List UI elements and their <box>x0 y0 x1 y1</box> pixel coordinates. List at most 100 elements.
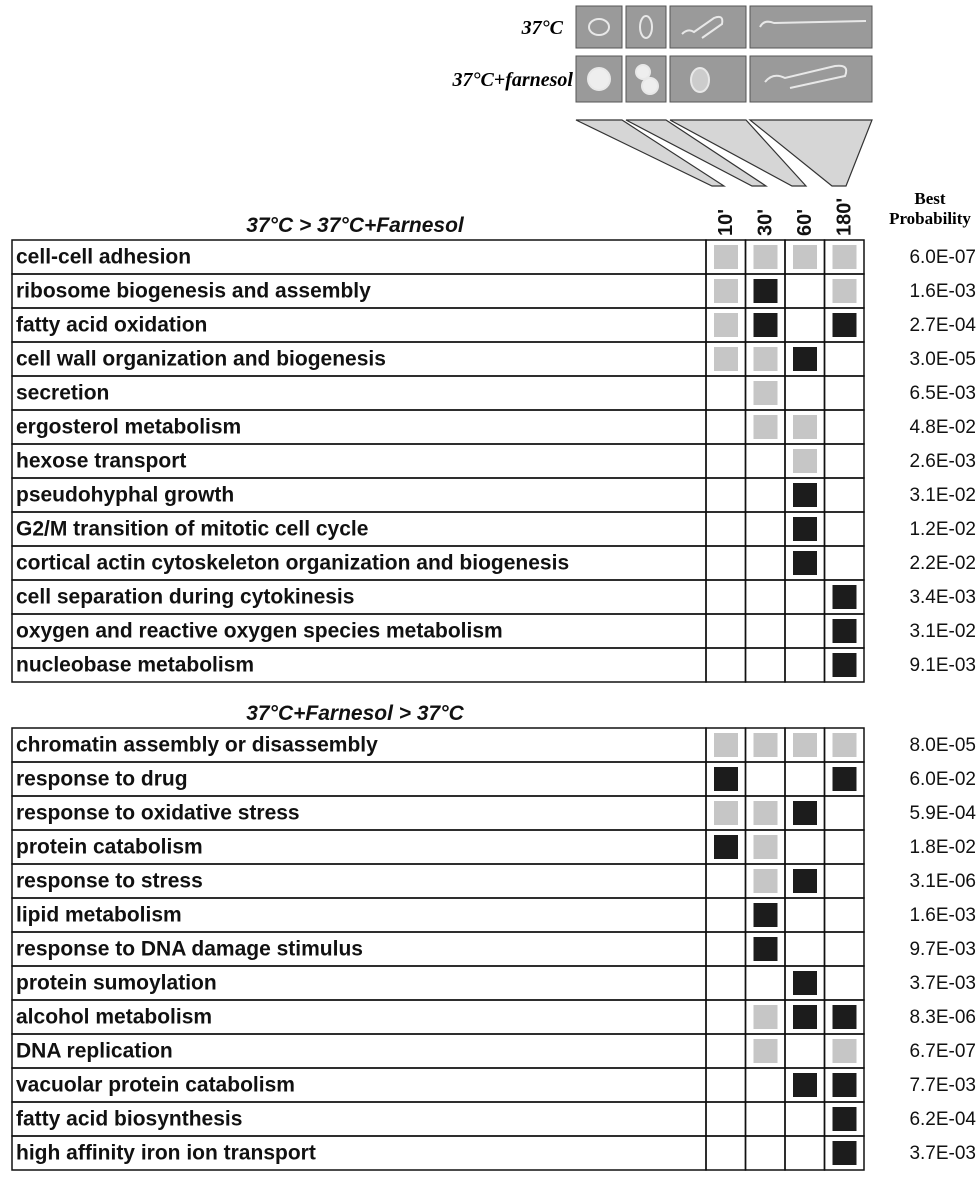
probability: 2.2E-02 <box>909 553 976 574</box>
enrichment-mark <box>753 313 778 337</box>
time-cell <box>705 1067 747 1103</box>
time-cell <box>744 761 786 797</box>
time-cell <box>744 965 786 1001</box>
enrichment-mark <box>753 1039 778 1063</box>
row-label: ribosome biogenesis and assembly <box>16 280 371 303</box>
section-title: 37°C+Farnesol > 37°C <box>246 702 464 725</box>
enrichment-mark <box>832 619 857 643</box>
probability: 6.7E-07 <box>909 1041 976 1062</box>
probability: 3.7E-03 <box>909 973 976 994</box>
row-label: G2/M transition of mitotic cell cycle <box>16 518 368 541</box>
time-cell <box>744 1067 786 1103</box>
enrichment-mark <box>832 1141 857 1165</box>
time-cell <box>823 409 865 445</box>
time-cell <box>784 647 826 683</box>
probability: 2.6E-03 <box>909 451 976 472</box>
time-cell <box>705 999 747 1035</box>
enrichment-mark <box>793 869 817 893</box>
time-cell <box>744 1135 786 1171</box>
enrichment-mark <box>793 347 817 371</box>
row-label: cell-cell adhesion <box>16 246 191 269</box>
time-cell <box>784 307 826 343</box>
row-label: protein catabolism <box>16 836 203 859</box>
probability: 1.6E-03 <box>909 281 976 302</box>
best-probability-header: Probability <box>889 209 971 228</box>
enrichment-mark <box>793 449 817 473</box>
row-label: hexose transport <box>16 450 186 473</box>
enrichment-mark <box>753 1005 778 1029</box>
probability: 4.8E-02 <box>909 417 976 438</box>
enrichment-mark <box>753 245 778 269</box>
time-cell <box>705 931 747 967</box>
enrichment-mark <box>793 733 817 757</box>
row-label: ergosterol metabolism <box>16 416 241 439</box>
probability: 1.6E-03 <box>909 905 976 926</box>
probability: 6.0E-02 <box>909 769 976 790</box>
time-cell <box>744 511 786 547</box>
row-label: lipid metabolism <box>16 904 182 927</box>
time-label: 180' <box>833 198 855 236</box>
probability: 2.7E-04 <box>909 315 976 336</box>
enrichment-mark <box>832 1073 857 1097</box>
enrichment-mark <box>832 767 857 791</box>
enrichment-mark <box>714 313 738 337</box>
enrichment-mark <box>753 415 778 439</box>
time-cell <box>784 579 826 615</box>
enrichment-mark <box>832 1107 857 1131</box>
time-cell <box>744 443 786 479</box>
time-cell <box>784 931 826 967</box>
time-cell <box>823 511 865 547</box>
time-funnels <box>575 119 873 187</box>
enrichment-mark <box>793 415 817 439</box>
enrichment-mark <box>832 1005 857 1029</box>
probability: 3.1E-06 <box>909 871 976 892</box>
time-cell <box>823 897 865 933</box>
time-cell <box>705 863 747 899</box>
probability: 9.1E-03 <box>909 655 976 676</box>
label-cell <box>11 375 707 411</box>
enrichment-mark <box>753 279 778 303</box>
enrichment-mark <box>793 971 817 995</box>
time-cell <box>784 273 826 309</box>
probability: 6.5E-03 <box>909 383 976 404</box>
time-cell <box>744 647 786 683</box>
enrichment-mark <box>832 245 857 269</box>
time-label: 10' <box>715 209 737 236</box>
enrichment-mark <box>753 733 778 757</box>
enrichment-mark <box>753 801 778 825</box>
time-label: 30' <box>754 209 776 236</box>
row-label: chromatin assembly or disassembly <box>16 734 378 757</box>
enrichment-mark <box>793 517 817 541</box>
time-cell <box>823 1135 865 1171</box>
enrichment-mark <box>793 551 817 575</box>
enrichment-mark <box>714 801 738 825</box>
enrichment-mark <box>714 835 738 859</box>
time-cell <box>705 409 747 445</box>
condition-label: 37°C <box>521 17 564 39</box>
time-cell <box>744 613 786 649</box>
time-label: 60' <box>794 209 816 236</box>
time-cell <box>744 545 786 581</box>
time-cell <box>784 897 826 933</box>
probability: 3.7E-03 <box>909 1143 976 1164</box>
row-label: cell wall organization and biogenesis <box>16 348 386 371</box>
row-label: protein sumoylation <box>16 972 217 995</box>
probability: 1.8E-02 <box>909 837 976 858</box>
time-cell <box>823 545 865 581</box>
row-label: nucleobase metabolism <box>16 654 254 677</box>
row-label: response to stress <box>16 870 203 893</box>
probability: 8.3E-06 <box>909 1007 976 1028</box>
time-cell <box>784 829 826 865</box>
probability: 3.4E-03 <box>909 587 976 608</box>
time-cell <box>705 965 747 1001</box>
enrichment-mark <box>793 483 817 507</box>
row-label: pseudohyphal growth <box>16 484 234 507</box>
micrographs <box>575 5 873 103</box>
enrichment-mark <box>793 801 817 825</box>
time-cell <box>705 477 747 513</box>
time-cell <box>823 375 865 411</box>
row-label: response to oxidative stress <box>16 802 300 825</box>
time-cell <box>784 1101 826 1137</box>
enrichment-mark <box>832 653 857 677</box>
